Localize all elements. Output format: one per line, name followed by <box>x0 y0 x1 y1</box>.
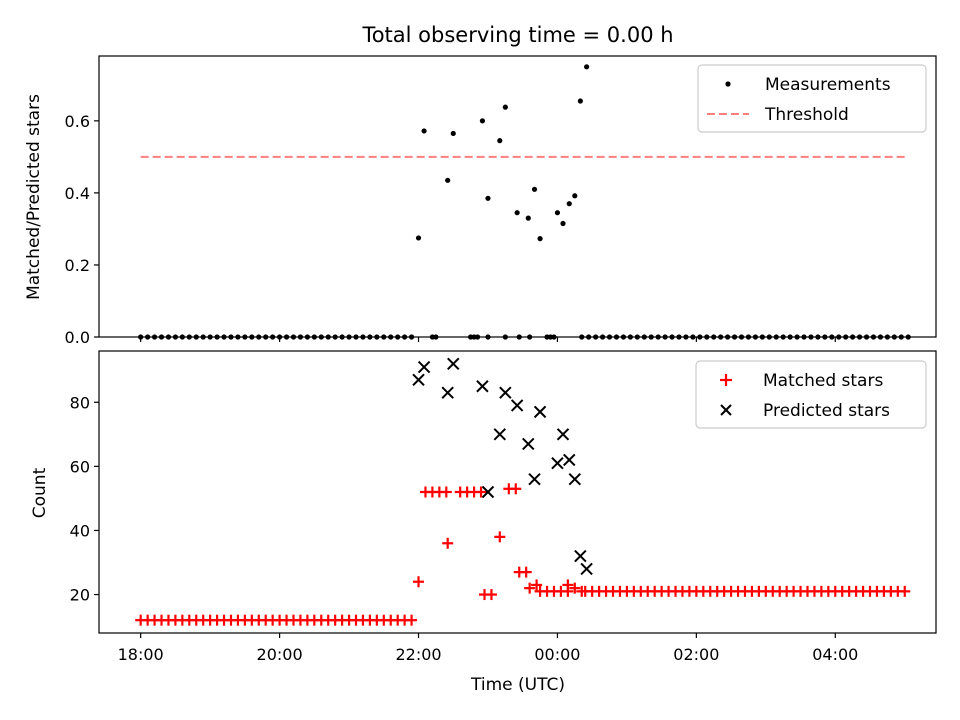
ratio-y-ticks: 0.0 0.2 0.4 0.6 <box>65 112 99 347</box>
ratio-marks <box>138 64 911 340</box>
measurement-point <box>584 64 590 70</box>
matched-point <box>531 579 543 591</box>
legend-matched-label: Matched stars <box>763 371 883 391</box>
predicted-point <box>417 360 431 374</box>
predicted-point <box>563 453 576 467</box>
x-tick-label: 22:00 <box>395 645 441 664</box>
ratio-y-axis-label: Matched/Predicted stars <box>24 94 44 300</box>
predicted-point <box>493 428 506 441</box>
legend-matched-marker <box>720 374 732 386</box>
count-legend: Matched stars Predicted stars <box>695 360 927 429</box>
y-tick-label: 0.2 <box>65 256 90 275</box>
matched-point <box>440 486 452 498</box>
predicted-point <box>580 562 593 576</box>
predicted-point <box>412 373 425 387</box>
x-tick-label: 02:00 <box>673 645 719 664</box>
measurement-point <box>531 186 538 192</box>
predicted-point <box>510 399 524 412</box>
y-tick-label: 60 <box>70 457 90 476</box>
matched-point <box>569 582 581 594</box>
measurement-point <box>479 118 486 124</box>
predicted-point <box>441 386 454 399</box>
x-tick-label: 04:00 <box>812 645 858 664</box>
matched-point <box>442 537 454 549</box>
measurement-point <box>514 210 520 216</box>
x-axis-label: Time (UTC) <box>470 675 565 695</box>
measurement-point <box>577 98 583 104</box>
measurement-point <box>566 201 572 207</box>
y-tick-label: 0.6 <box>65 112 90 131</box>
matched-point <box>485 589 497 601</box>
predicted-point <box>574 549 587 563</box>
measurement-point <box>415 235 422 241</box>
predicted-point <box>568 472 582 486</box>
y-tick-label: 20 <box>70 586 90 605</box>
ratio-legend-box <box>697 64 927 133</box>
measurement-point <box>525 215 531 221</box>
predicted-point <box>551 456 564 470</box>
ratio-legend: Measurements Threshold <box>697 64 927 133</box>
measurement-point <box>497 138 503 144</box>
legend-predicted-marker <box>720 404 732 416</box>
ratio-axes-frame <box>98 55 937 338</box>
ratio-panel: 0.0 0.2 0.4 0.6 Matched/Predicted stars Mea… <box>24 55 937 347</box>
legend-threshold-label: Threshold <box>764 105 849 125</box>
measurement-point <box>421 128 427 134</box>
x-tick-label: 18:00 <box>118 645 164 664</box>
predicted-point <box>522 437 535 451</box>
count-axes-frame <box>98 350 937 634</box>
matched-point <box>562 579 574 591</box>
predicted-point <box>499 386 512 399</box>
matched-point <box>494 531 506 543</box>
measurement-point <box>560 220 566 227</box>
count-x-ticks: 18:00 20:00 22:00 00:00 02:00 04:00 <box>118 633 858 664</box>
chart-title: Total observing time = 0.00 h <box>361 23 673 47</box>
x-tick-label: 00:00 <box>534 645 580 664</box>
y-tick-label: 0.0 <box>65 328 90 347</box>
measurement-point <box>502 104 508 110</box>
matched-point <box>534 585 546 597</box>
legend-predicted-label: Predicted stars <box>763 401 890 421</box>
predicted-point <box>476 380 489 393</box>
y-tick-label: 0.4 <box>65 184 90 203</box>
predicted-point <box>447 357 460 371</box>
count-marks <box>135 357 911 626</box>
measurement-point <box>554 210 561 216</box>
measurement-point <box>537 236 543 242</box>
predicted-point <box>481 485 495 499</box>
matched-point <box>406 614 418 626</box>
measurement-point <box>572 193 578 199</box>
count-y-axis-label: Count <box>30 467 50 518</box>
matched-point <box>899 585 911 597</box>
count-legend-box <box>695 360 927 429</box>
count-y-ticks: 20 40 60 80 <box>70 393 99 605</box>
measurement-point <box>450 130 456 137</box>
legend-measurements-marker <box>725 81 731 87</box>
matched-point <box>524 582 536 594</box>
predicted-point <box>533 405 547 419</box>
matched-point <box>475 486 487 498</box>
predicted-point <box>528 472 541 486</box>
x-tick-label: 20:00 <box>257 645 303 664</box>
matched-point <box>413 576 425 588</box>
y-tick-label: 80 <box>70 393 90 412</box>
matched-point <box>520 566 532 578</box>
measurement-point <box>445 177 451 183</box>
measurement-point <box>485 195 491 201</box>
matched-point <box>510 483 522 495</box>
legend-measurements-label: Measurements <box>765 75 891 95</box>
predicted-point <box>556 428 570 441</box>
ratio-x-ticks <box>140 337 836 342</box>
matched-point <box>576 585 588 597</box>
y-tick-label: 40 <box>70 521 90 540</box>
